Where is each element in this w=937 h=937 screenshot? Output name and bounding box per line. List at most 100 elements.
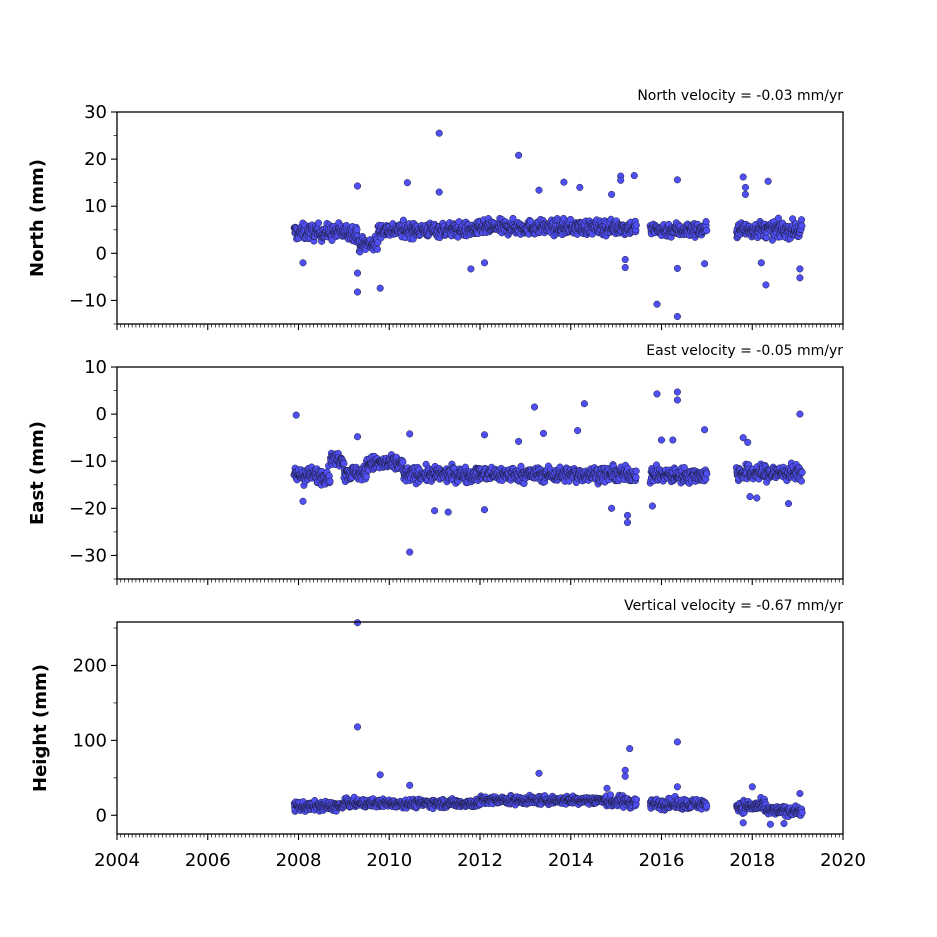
east-data-point (580, 400, 588, 408)
north-data-point (353, 182, 362, 190)
height-data-point (796, 789, 804, 798)
height-y-tick-label: 100 (73, 730, 107, 751)
north-axis-label: North (mm) (27, 159, 48, 277)
east-data-point (673, 396, 681, 404)
east-data-point (623, 518, 632, 527)
north-data-point (701, 260, 709, 268)
height-data-point (353, 723, 362, 731)
north-data-point (480, 259, 489, 267)
east-y-tick-label: −30 (69, 545, 107, 566)
east-data-point (744, 438, 752, 446)
north-data-point (576, 183, 584, 191)
north-data-point (764, 177, 772, 185)
north-data-point (314, 219, 323, 227)
north-data-point (353, 226, 361, 234)
east-data-point (530, 403, 539, 411)
east-axis-label: East (mm) (27, 421, 48, 525)
north-data-point (608, 190, 616, 198)
height-data-point (621, 766, 629, 774)
north-velocity-label: North velocity = -0.03 mm/yr (637, 88, 843, 104)
height-data-point (748, 783, 756, 791)
east-data-point (399, 458, 407, 466)
x-tick-label: 2006 (185, 850, 231, 871)
height-data-point (739, 819, 747, 827)
east-data-point (292, 411, 300, 419)
north-data-point (621, 255, 629, 264)
east-data-point (299, 497, 307, 505)
height-data-point (673, 783, 681, 791)
east-data-point (632, 467, 640, 475)
east-data-point (753, 494, 761, 502)
east-y-tick-label: −10 (69, 451, 107, 472)
east-data-point (406, 548, 414, 556)
north-data-point (673, 176, 681, 184)
east-data-point (653, 390, 661, 398)
east-data-point (703, 470, 711, 478)
height-data-point (606, 791, 615, 799)
north-data-point (509, 214, 517, 222)
east-data-point (353, 433, 362, 441)
north-y-tick-labels: 30 20 10 0 −10 (69, 102, 107, 311)
east-panel: East velocity = -0.05 mm/yr East (mm) 10… (27, 343, 844, 585)
east-data-point (608, 504, 616, 512)
north-y-tick-label: 30 (84, 102, 107, 123)
north-y-tick-label: 10 (84, 196, 107, 217)
height-data-point (766, 820, 774, 828)
east-data-point (657, 436, 666, 444)
east-y-tick-label: −20 (69, 498, 107, 519)
east-data-point (798, 468, 806, 476)
north-data-point (435, 129, 443, 137)
height-data-point (621, 772, 629, 780)
north-plot-frame (116, 111, 844, 325)
north-data-point (376, 284, 384, 292)
north-data-point (762, 281, 770, 289)
north-data-point (467, 265, 475, 273)
height-data-point (703, 802, 711, 810)
east-data-point (480, 431, 489, 439)
north-data-point (703, 226, 711, 234)
north-data-point (741, 190, 749, 198)
north-data-point (299, 259, 307, 267)
east-data-point (326, 477, 334, 485)
north-data-point (741, 183, 749, 191)
north-data-point (757, 259, 765, 267)
north-data-points (290, 129, 806, 321)
east-data-point (574, 427, 582, 435)
height-data-point (626, 745, 634, 753)
east-data-point (784, 500, 793, 508)
north-data-point (353, 269, 362, 277)
north-data-point (560, 178, 568, 186)
height-y-tick-label: 0 (96, 805, 107, 826)
east-data-point (480, 506, 489, 514)
north-data-point (673, 312, 681, 321)
north-data-point (702, 218, 710, 226)
north-data-point (796, 265, 804, 273)
x-tick-label: 2020 (820, 850, 866, 871)
height-data-point (798, 809, 806, 817)
north-data-point (653, 300, 661, 308)
x-tick-label: 2008 (276, 850, 322, 871)
east-data-point (406, 430, 414, 438)
north-data-point (673, 264, 681, 272)
east-data-point (648, 502, 656, 510)
height-data-point (673, 738, 681, 746)
x-tick-label: 2018 (729, 850, 775, 871)
north-data-point (435, 188, 443, 196)
east-data-point (673, 388, 681, 396)
height-data-point (353, 619, 362, 627)
east-data-point (431, 507, 439, 515)
height-data-point (406, 781, 414, 789)
north-y-tick-label: 0 (96, 243, 107, 264)
north-data-point (403, 179, 411, 187)
east-data-point (632, 473, 640, 481)
east-data-points (290, 388, 806, 556)
north-data-point (373, 245, 381, 253)
east-data-point (623, 511, 632, 519)
height-data-point (376, 771, 384, 779)
north-data-point (621, 263, 629, 272)
east-data-point (340, 460, 348, 468)
north-data-point (353, 288, 362, 296)
east-data-point (539, 429, 548, 437)
height-axis-label: Height (mm) (30, 664, 51, 792)
